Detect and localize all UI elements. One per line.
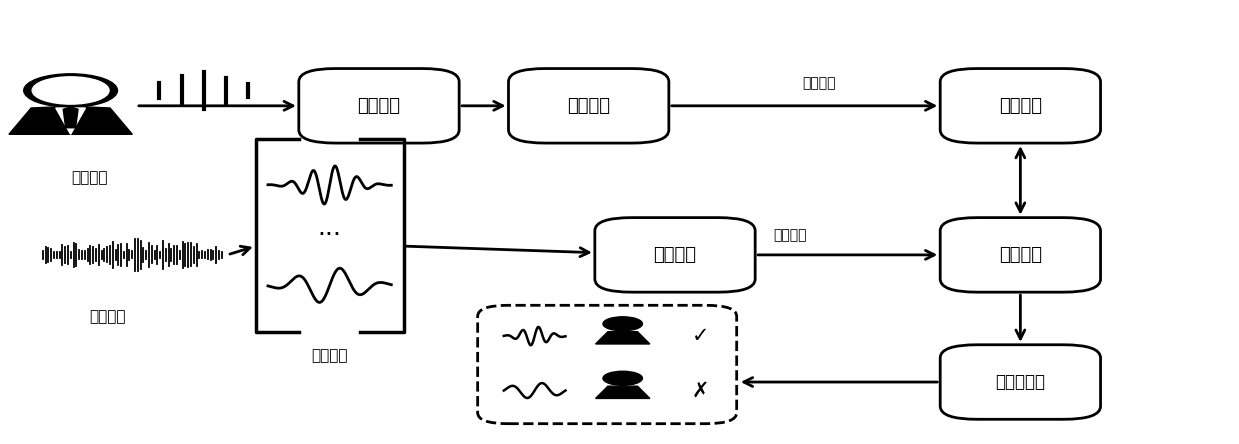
Text: 特征提取: 特征提取	[653, 246, 696, 264]
Polygon shape	[596, 386, 649, 398]
Text: 课堂语音: 课堂语音	[89, 309, 126, 324]
FancyBboxPatch shape	[508, 68, 669, 143]
Polygon shape	[9, 107, 133, 135]
Circle shape	[32, 77, 109, 104]
Text: 声纹匹配: 声纹匹配	[999, 246, 1042, 264]
Circle shape	[603, 371, 643, 385]
Polygon shape	[63, 107, 78, 128]
Circle shape	[603, 317, 643, 331]
Text: 相似度得分: 相似度得分	[995, 373, 1046, 391]
Text: 声纹注册: 声纹注册	[803, 76, 836, 91]
FancyBboxPatch shape	[940, 68, 1100, 143]
FancyBboxPatch shape	[478, 305, 737, 424]
Text: 声纹识别: 声纹识别	[773, 228, 807, 242]
Text: 特征提取: 特征提取	[567, 97, 610, 115]
Text: 话语分割: 话语分割	[311, 348, 348, 363]
Text: ···: ···	[317, 223, 342, 247]
FancyBboxPatch shape	[940, 218, 1100, 292]
Polygon shape	[596, 332, 649, 344]
FancyBboxPatch shape	[595, 218, 756, 292]
Text: 话语检测: 话语检测	[358, 97, 400, 115]
Text: ✓: ✓	[691, 326, 709, 346]
Text: 声纹模型: 声纹模型	[999, 97, 1042, 115]
FancyBboxPatch shape	[940, 345, 1100, 419]
Polygon shape	[56, 108, 85, 135]
Circle shape	[24, 74, 118, 107]
Text: 教师话语: 教师话语	[71, 170, 108, 186]
Text: ✗: ✗	[691, 381, 709, 400]
FancyBboxPatch shape	[299, 68, 460, 143]
